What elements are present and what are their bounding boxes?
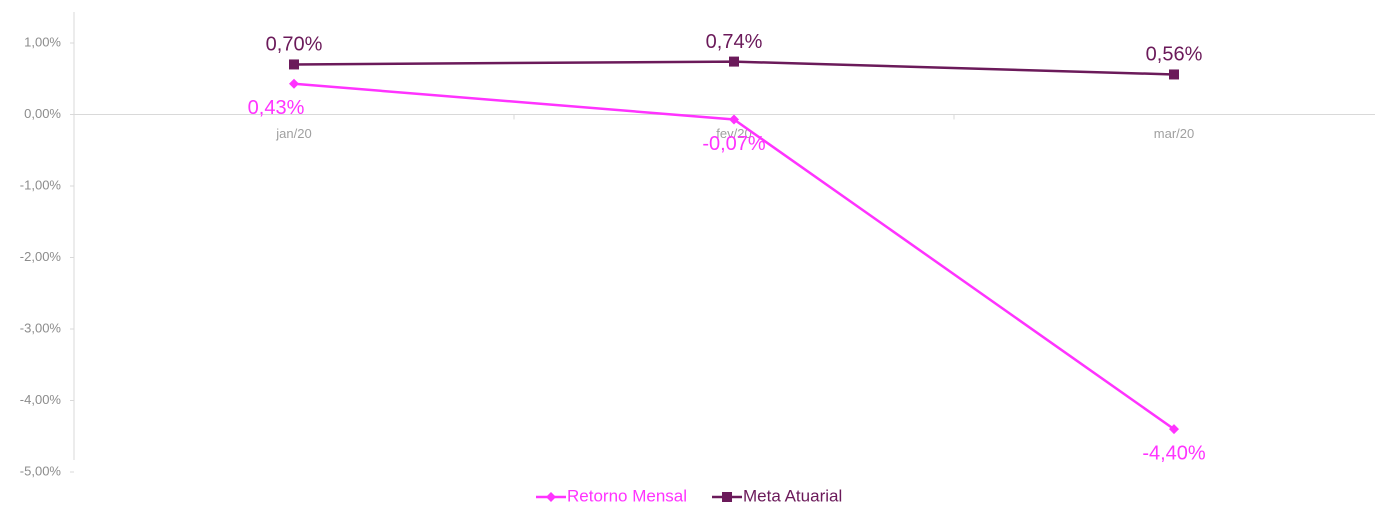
y-tick-label: 0,00% <box>24 106 61 121</box>
marker <box>289 78 299 89</box>
marker <box>729 114 739 125</box>
y-tick-label: -1,00% <box>20 177 62 192</box>
data-label: 0,70% <box>266 34 323 56</box>
legend-item: Retorno Mensal <box>536 486 687 505</box>
marker <box>729 56 739 67</box>
legend-label: Meta Atuarial <box>743 486 842 505</box>
data-label: 0,56% <box>1146 44 1203 66</box>
legend-label: Retorno Mensal <box>567 486 687 505</box>
data-label: -0,07% <box>702 133 766 155</box>
legend-item: Meta Atuarial <box>712 486 842 505</box>
marker <box>1169 424 1179 435</box>
x-tick-label: jan/20 <box>275 126 311 141</box>
y-tick-label: -5,00% <box>20 463 62 478</box>
marker <box>289 59 299 70</box>
x-tick-label: mar/20 <box>1154 126 1194 141</box>
marker <box>1169 69 1179 80</box>
marker <box>546 492 556 502</box>
y-tick-label: -2,00% <box>20 249 62 264</box>
y-tick-label: 1,00% <box>24 34 61 49</box>
data-label: 0,43% <box>248 97 305 119</box>
x-tick-label: fev/20 <box>716 126 751 141</box>
data-label: -4,40% <box>1142 442 1206 464</box>
marker <box>722 492 733 502</box>
data-label: 0,74% <box>706 31 763 53</box>
y-tick-label: -4,00% <box>20 392 62 407</box>
y-tick-label: -3,00% <box>20 320 62 335</box>
